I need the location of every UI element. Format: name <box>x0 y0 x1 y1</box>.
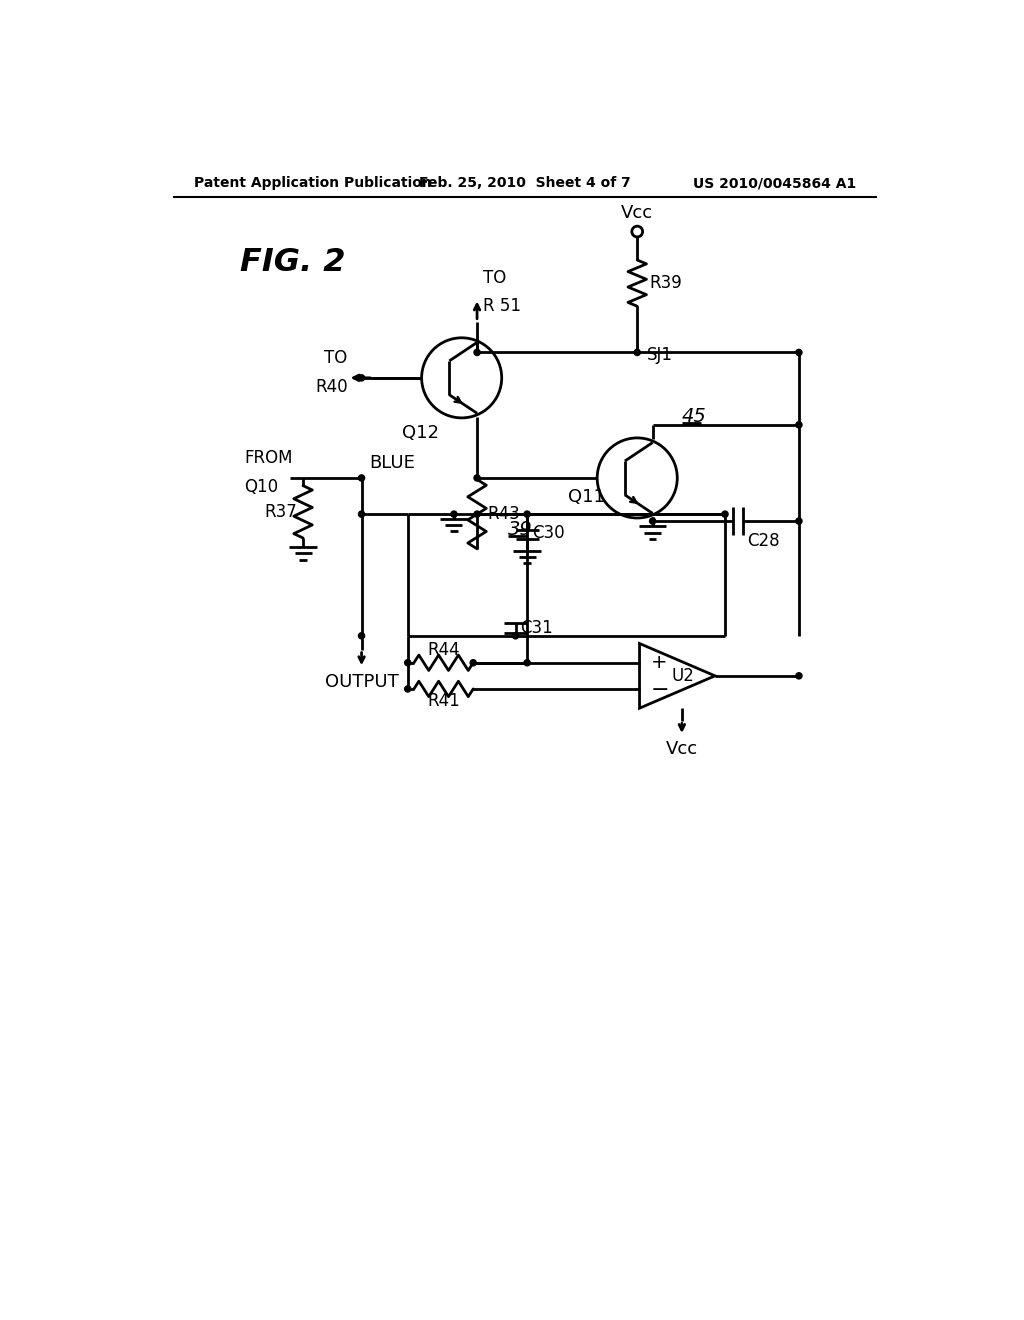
Circle shape <box>524 511 530 517</box>
Circle shape <box>796 517 802 524</box>
Text: BLUE: BLUE <box>370 454 415 471</box>
Text: SJ1: SJ1 <box>646 346 673 364</box>
Circle shape <box>512 632 518 639</box>
Text: Q10: Q10 <box>245 478 279 496</box>
Circle shape <box>722 511 728 517</box>
Text: −: − <box>651 680 670 700</box>
Text: 39: 39 <box>508 520 532 539</box>
Text: US 2010/0045864 A1: US 2010/0045864 A1 <box>692 176 856 190</box>
Circle shape <box>796 350 802 355</box>
Circle shape <box>470 660 476 665</box>
Text: OUTPUT: OUTPUT <box>325 673 398 690</box>
Circle shape <box>358 475 365 480</box>
Text: Vcc: Vcc <box>622 203 653 222</box>
Text: C28: C28 <box>748 532 780 550</box>
Text: Patent Application Publication: Patent Application Publication <box>194 176 431 190</box>
Circle shape <box>358 511 365 517</box>
Circle shape <box>451 511 457 517</box>
Circle shape <box>796 673 802 678</box>
Text: R43: R43 <box>487 506 520 523</box>
Text: Q12: Q12 <box>401 424 438 442</box>
Circle shape <box>358 632 365 639</box>
Circle shape <box>474 511 480 517</box>
Text: R40: R40 <box>315 378 348 396</box>
Text: TO: TO <box>325 348 348 367</box>
Circle shape <box>404 660 411 665</box>
Circle shape <box>358 375 365 381</box>
Text: C30: C30 <box>531 524 564 541</box>
Circle shape <box>796 422 802 428</box>
Text: 45: 45 <box>682 407 707 426</box>
Text: FIG. 2: FIG. 2 <box>240 247 345 277</box>
Text: R 51: R 51 <box>483 297 521 315</box>
Circle shape <box>634 350 640 355</box>
Text: R37: R37 <box>264 503 297 521</box>
Text: C31: C31 <box>520 619 553 638</box>
Text: U2: U2 <box>672 667 695 685</box>
Text: R44: R44 <box>427 642 460 660</box>
Circle shape <box>404 686 411 692</box>
Text: Feb. 25, 2010  Sheet 4 of 7: Feb. 25, 2010 Sheet 4 of 7 <box>419 176 631 190</box>
Circle shape <box>649 517 655 524</box>
Circle shape <box>474 350 480 355</box>
Text: Vcc: Vcc <box>666 739 698 758</box>
Text: FROM: FROM <box>245 449 293 467</box>
Text: TO: TO <box>483 269 507 286</box>
Text: +: + <box>651 653 668 672</box>
Circle shape <box>524 660 530 665</box>
Circle shape <box>474 475 480 480</box>
Text: R41: R41 <box>427 692 460 710</box>
Text: R39: R39 <box>649 275 682 292</box>
Text: Q11: Q11 <box>568 488 605 506</box>
